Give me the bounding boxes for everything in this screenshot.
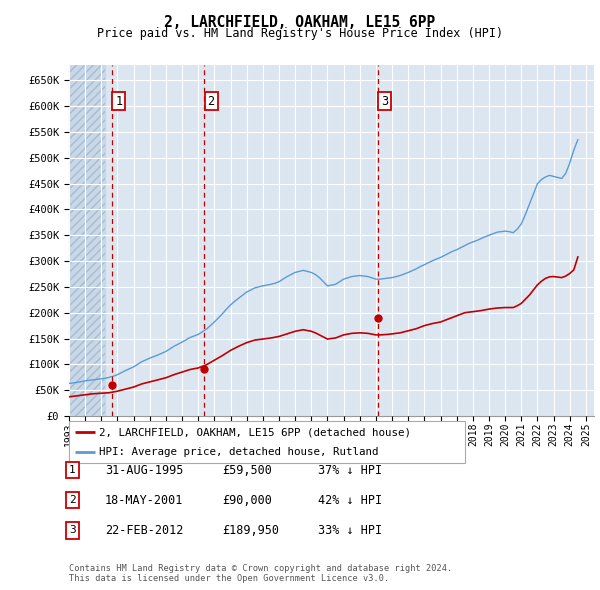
Text: £90,000: £90,000 xyxy=(222,494,272,507)
Text: 33% ↓ HPI: 33% ↓ HPI xyxy=(318,524,382,537)
Text: 3: 3 xyxy=(382,94,389,107)
Text: £189,950: £189,950 xyxy=(222,524,279,537)
Text: 3: 3 xyxy=(69,526,76,535)
Bar xyxy=(69,65,106,416)
Text: 31-AUG-1995: 31-AUG-1995 xyxy=(105,464,184,477)
Text: 1: 1 xyxy=(69,466,76,475)
Text: 2, LARCHFIELD, OAKHAM, LE15 6PP: 2, LARCHFIELD, OAKHAM, LE15 6PP xyxy=(164,15,436,30)
Text: HPI: Average price, detached house, Rutland: HPI: Average price, detached house, Rutl… xyxy=(98,447,378,457)
Text: 22-FEB-2012: 22-FEB-2012 xyxy=(105,524,184,537)
Text: Contains HM Land Registry data © Crown copyright and database right 2024.
This d: Contains HM Land Registry data © Crown c… xyxy=(69,563,452,583)
Text: 1: 1 xyxy=(115,94,122,107)
Text: 2, LARCHFIELD, OAKHAM, LE15 6PP (detached house): 2, LARCHFIELD, OAKHAM, LE15 6PP (detache… xyxy=(98,427,410,437)
Text: 2: 2 xyxy=(69,496,76,505)
Text: 2: 2 xyxy=(208,94,215,107)
Text: 18-MAY-2001: 18-MAY-2001 xyxy=(105,494,184,507)
Bar xyxy=(69,65,106,416)
Text: 37% ↓ HPI: 37% ↓ HPI xyxy=(318,464,382,477)
FancyBboxPatch shape xyxy=(69,421,465,463)
Text: Price paid vs. HM Land Registry's House Price Index (HPI): Price paid vs. HM Land Registry's House … xyxy=(97,27,503,40)
Text: £59,500: £59,500 xyxy=(222,464,272,477)
Text: 42% ↓ HPI: 42% ↓ HPI xyxy=(318,494,382,507)
